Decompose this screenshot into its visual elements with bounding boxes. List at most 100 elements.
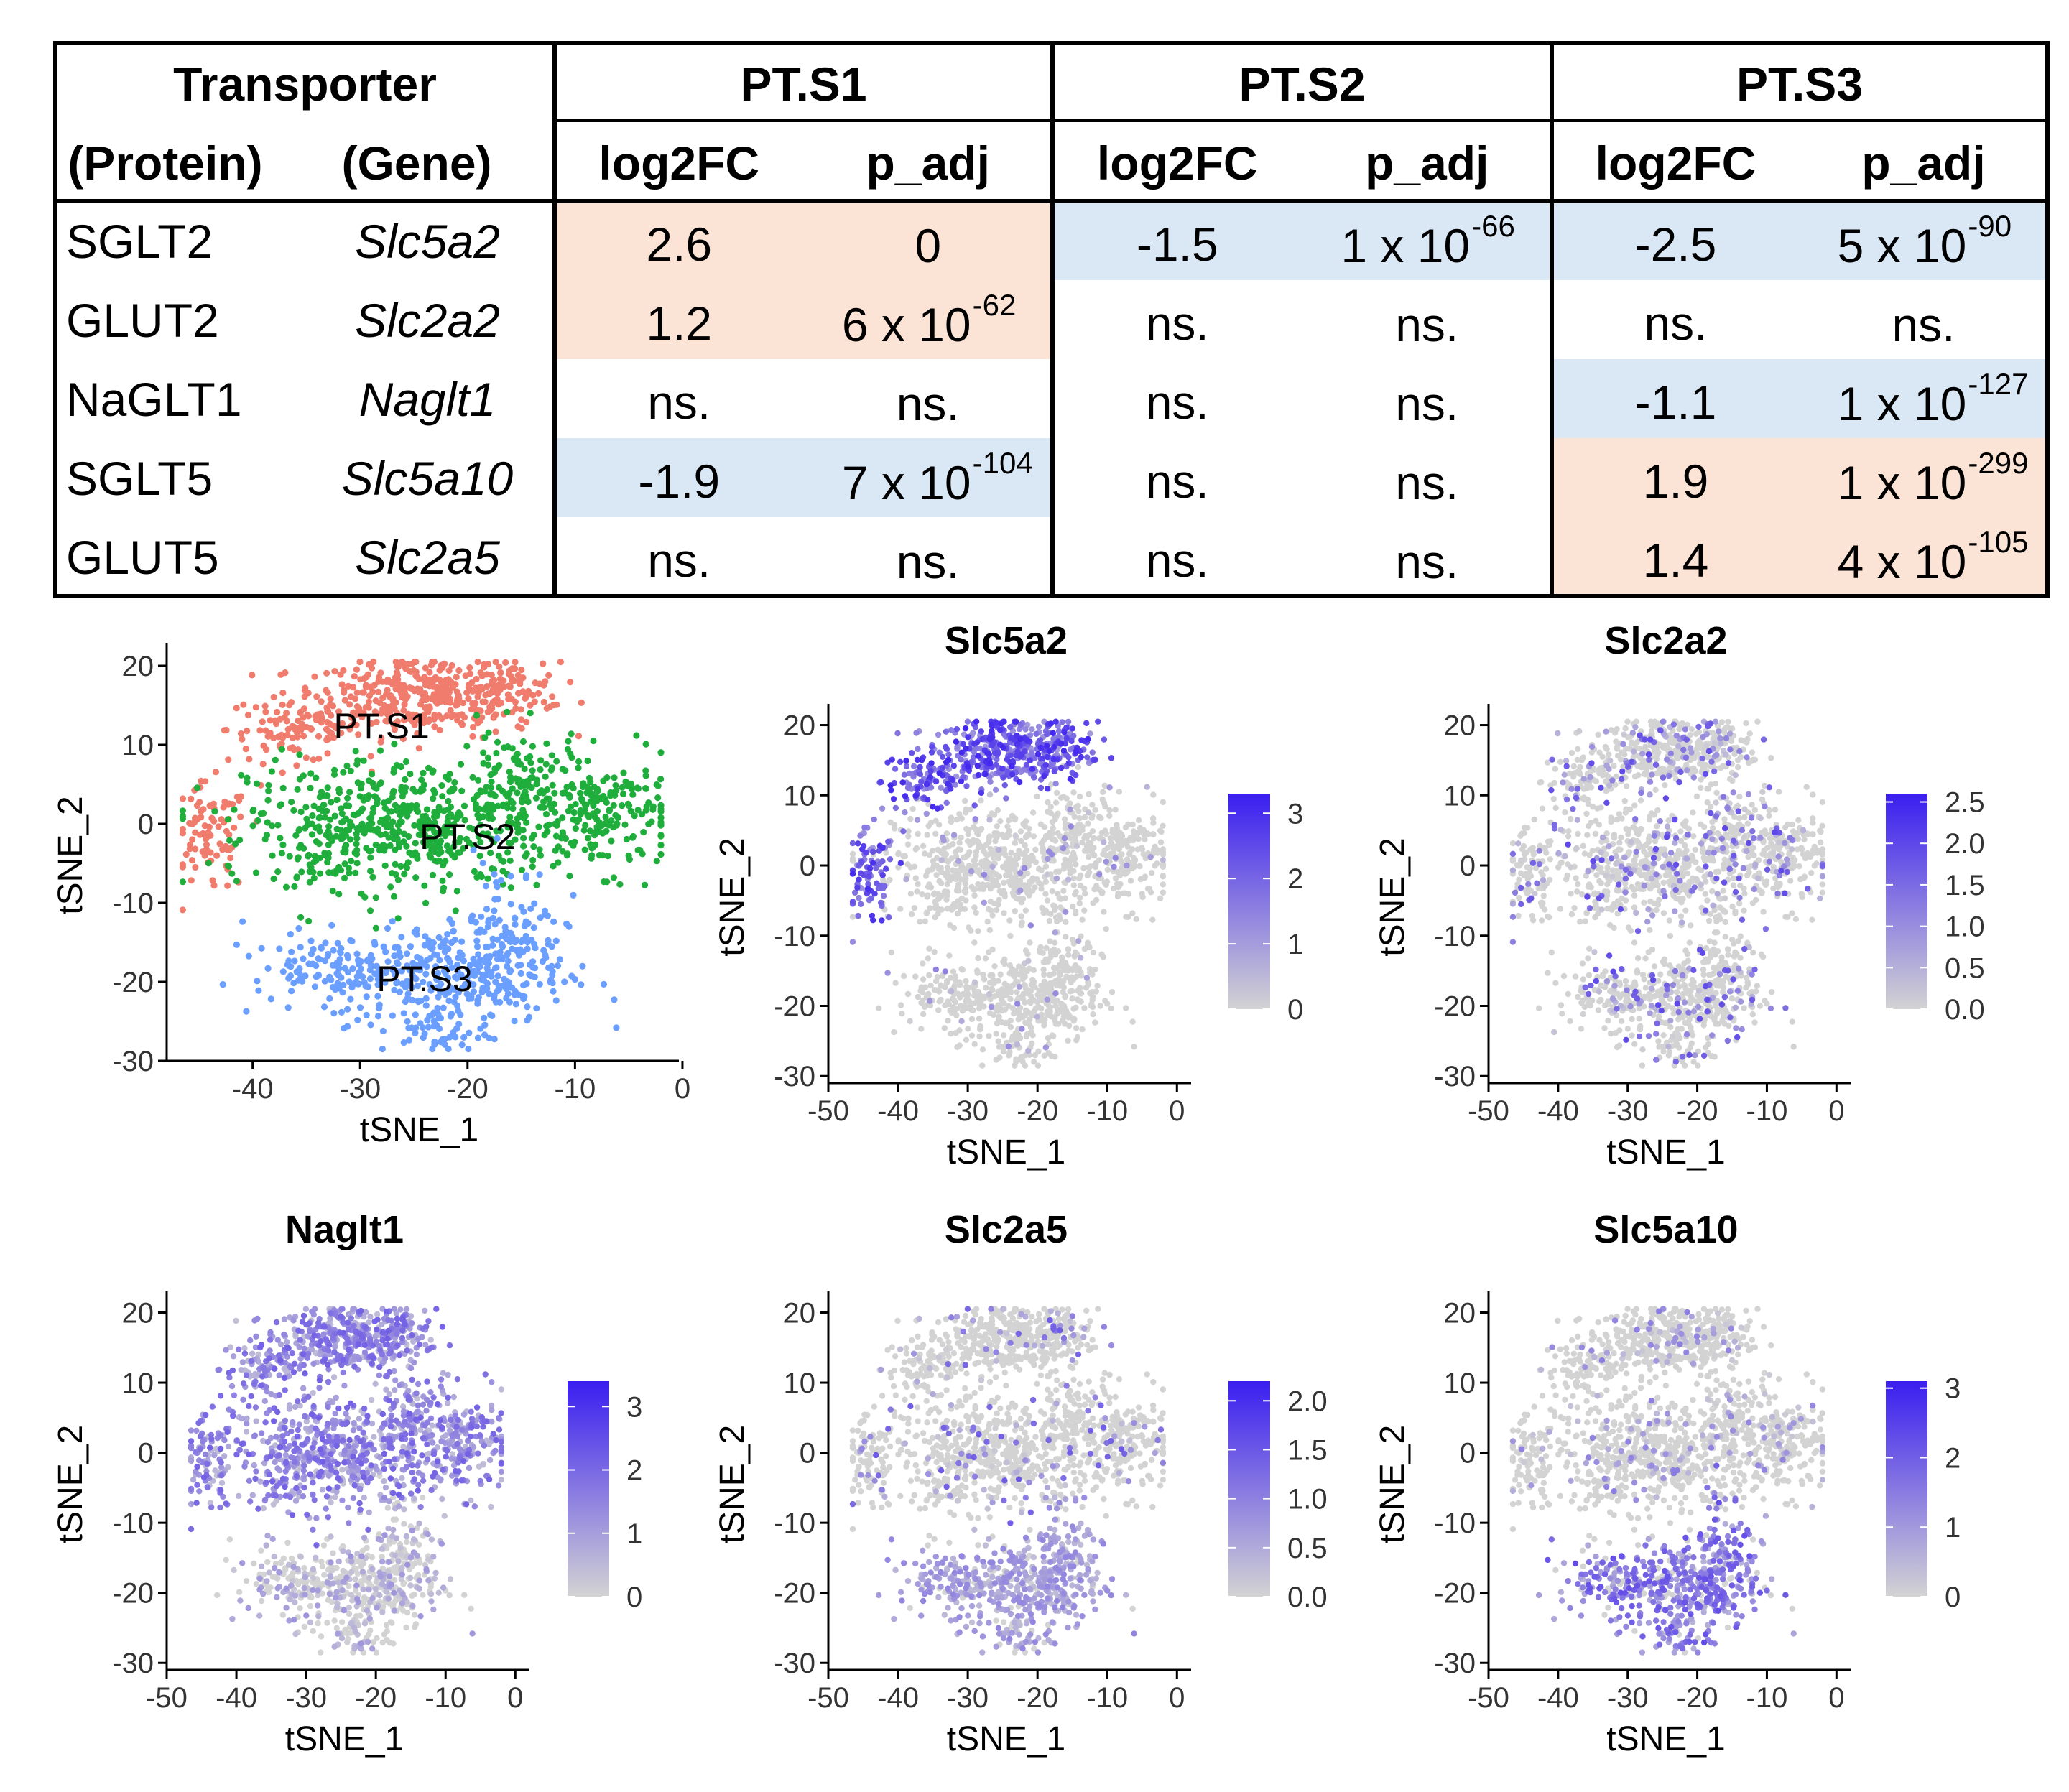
scatter-point <box>869 860 876 866</box>
scatter-point <box>1052 929 1059 936</box>
scatter-point <box>925 955 931 962</box>
scatter-point <box>414 730 421 737</box>
scatter-point <box>1095 718 1101 725</box>
scatter-point <box>849 850 856 858</box>
scatter-point <box>481 698 489 705</box>
scatter-point <box>355 958 362 965</box>
scatter-point <box>946 877 953 884</box>
scatter-point <box>444 931 451 938</box>
scatter-point <box>1060 984 1068 991</box>
scatter-point <box>579 962 586 970</box>
scatter-point <box>900 828 907 835</box>
scatter-point <box>965 734 971 741</box>
scatter-point <box>452 907 459 914</box>
scatter-point <box>559 830 567 837</box>
scatter-point <box>350 811 357 818</box>
scatter-point <box>488 672 495 679</box>
scatter-point <box>325 735 332 743</box>
scatter-point <box>442 774 450 781</box>
scatter-point <box>279 734 287 741</box>
scatter-point <box>915 786 921 792</box>
scatter-point <box>920 960 926 967</box>
scatter-point <box>1139 891 1145 897</box>
scatter-point <box>473 675 480 683</box>
y-tick-label: 0 <box>138 809 154 840</box>
padj-exponent: -104 <box>973 446 1033 480</box>
scatter-point <box>369 873 376 881</box>
scatter-point <box>381 804 389 812</box>
scatter-point <box>422 899 430 906</box>
scatter-point <box>404 950 411 957</box>
scatter-point <box>588 855 595 862</box>
scatter-point <box>943 980 950 986</box>
scatter-point <box>376 747 384 754</box>
scatter-point <box>902 809 908 816</box>
scatter-point <box>475 951 482 958</box>
scatter-point <box>474 1000 481 1007</box>
scatter-point <box>355 731 362 738</box>
scatter-point <box>325 869 333 876</box>
scatter-point <box>1622 725 1629 732</box>
scatter-point <box>1613 738 1619 745</box>
scatter-point <box>1016 983 1023 990</box>
scatter-point <box>367 826 374 833</box>
scatter-point <box>1652 749 1659 756</box>
scatter-point <box>945 1018 951 1024</box>
scatter-point <box>512 659 519 666</box>
scatter-point <box>315 733 323 740</box>
scatter-point <box>1046 917 1053 924</box>
scatter-point <box>1022 1062 1029 1069</box>
scatter-point <box>1029 726 1035 733</box>
scatter-point <box>1096 871 1103 878</box>
scatter-point <box>942 968 949 975</box>
scatter-point <box>331 812 338 820</box>
scatter-point <box>938 857 945 863</box>
scatter-point <box>270 693 277 701</box>
scatter-point <box>297 914 305 921</box>
scatter-point <box>353 973 361 980</box>
scatter-point <box>1063 735 1070 742</box>
scatter-point <box>278 850 285 857</box>
scatter-point <box>561 978 568 985</box>
scatter-point <box>411 658 418 666</box>
scatter-point <box>346 701 353 708</box>
scatter-point <box>901 771 908 778</box>
scatter-point <box>300 714 307 721</box>
scatter-point <box>1070 882 1077 888</box>
scatter-point <box>491 896 499 903</box>
scatter-point <box>341 874 348 882</box>
scatter-point <box>1034 1013 1040 1020</box>
scatter-point <box>887 856 894 863</box>
scatter-point <box>186 841 194 848</box>
scatter-point <box>477 787 484 794</box>
scatter-point <box>188 857 196 864</box>
scatter-point <box>1078 955 1084 961</box>
scatter-point <box>179 807 186 814</box>
y-tick-label: -20 <box>774 990 815 1022</box>
scatter-point <box>1001 846 1008 853</box>
scatter-point <box>568 754 575 761</box>
scatter-point <box>545 937 552 944</box>
scatter-point <box>549 781 556 789</box>
scatter-point <box>1539 917 1545 924</box>
scatter-point <box>1720 888 1726 894</box>
header-label: log2FC <box>598 136 759 190</box>
scatter-point <box>1131 862 1138 868</box>
scatter-point <box>469 723 477 731</box>
scatter-point <box>458 938 466 945</box>
scatter-point <box>436 858 443 865</box>
scatter-point <box>1124 856 1131 863</box>
scatter-point <box>1063 919 1069 926</box>
scatter-point <box>1509 840 1517 847</box>
scatter-point <box>371 941 379 948</box>
scatter-point <box>1557 906 1564 912</box>
scatter-point <box>218 816 225 823</box>
y-tick-label: -10 <box>774 921 815 952</box>
scatter-point <box>964 718 971 725</box>
y-tick-label: 0 <box>800 850 815 882</box>
scatter-point <box>452 1034 459 1041</box>
scatter-point <box>333 796 341 804</box>
scatter-point <box>657 822 665 829</box>
scatter-point <box>911 905 918 911</box>
scatter-point <box>285 962 292 969</box>
